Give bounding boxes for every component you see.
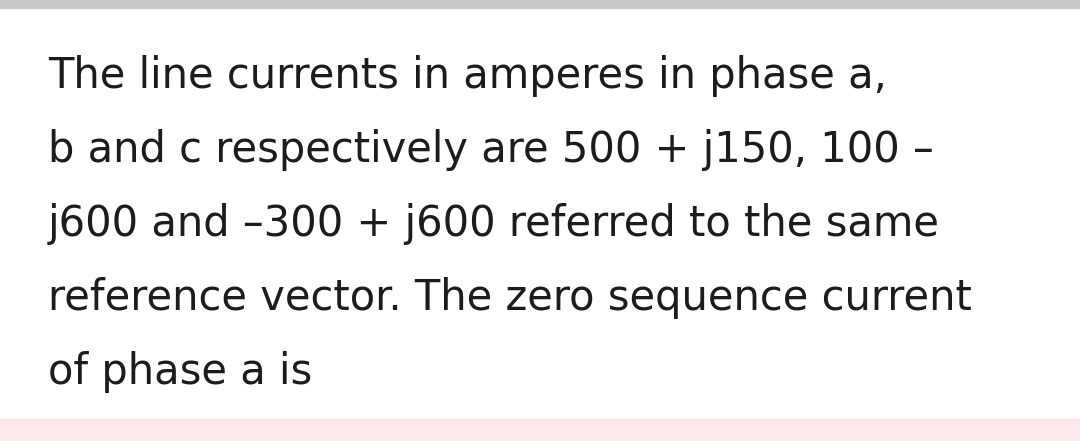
- Bar: [0, 419, 1080, 441]
- Text: The line currents in amperes in phase a,: The line currents in amperes in phase a,: [48, 55, 887, 97]
- Bar: [0, 0, 1080, 8]
- Text: of phase a is: of phase a is: [48, 351, 312, 393]
- Text: j600 and –300 + j600 referred to the same: j600 and –300 + j600 referred to the sam…: [48, 203, 940, 245]
- Text: reference vector. The zero sequence current: reference vector. The zero sequence curr…: [48, 277, 972, 319]
- Text: b and c respectively are 500 + j150, 100 –: b and c respectively are 500 + j150, 100…: [48, 129, 934, 171]
